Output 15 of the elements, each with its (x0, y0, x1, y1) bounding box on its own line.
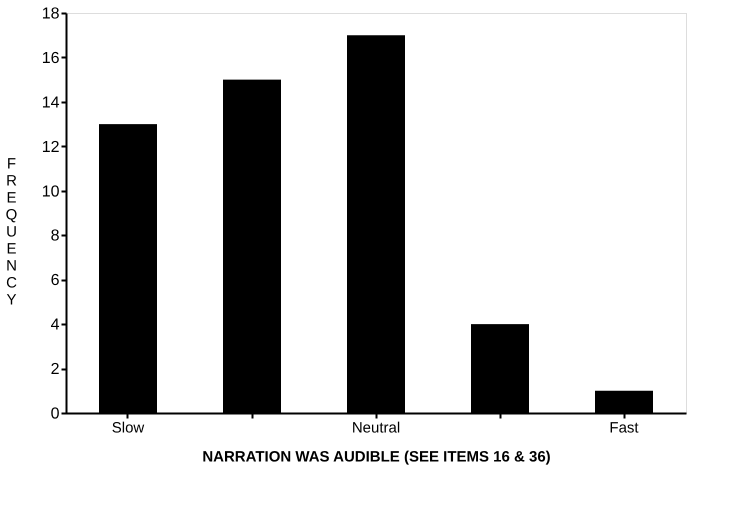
y-tick-label: 18 (42, 6, 60, 22)
y-tick-label: 16 (42, 50, 60, 67)
y-tick-label: 2 (50, 361, 60, 378)
y-tick-label: 4 (50, 316, 60, 334)
x-tick-label: Slow (112, 420, 144, 436)
text: FREQUENCY (6, 156, 18, 308)
y-tick-label: 14 (42, 94, 60, 112)
y-tick-label: 10 (42, 183, 60, 200)
y-tick-label: 12 (42, 138, 60, 156)
y-tick-label: 0 (50, 406, 60, 422)
y-tick-label: 6 (50, 272, 60, 290)
y-tick-label: 8 (50, 228, 60, 245)
x-tick-label: Neutral (352, 420, 400, 436)
x-axis-title: NARRATION WAS AUDIBLE (SEE ITEMS 16 & 36) (202, 448, 551, 466)
x-tick-label: Fast (609, 420, 640, 436)
